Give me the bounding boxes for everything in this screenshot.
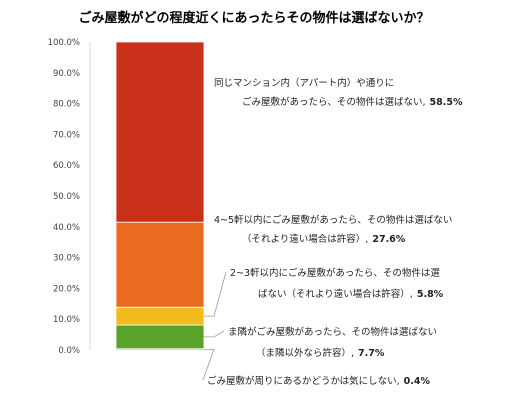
y-tick-label: 90.0% [53,69,80,79]
data-label-text: （それより遠い場合は許容）, [242,233,368,245]
data-label-text: 2~3軒以内にごみ屋敷があったら、その物件は選 [230,267,440,279]
y-tick-label: 100.0% [48,38,80,48]
data-label-value: 27.6% [372,234,405,245]
data-label-text: ま隣がごみ屋敷があったら、その物件は選ばない [228,326,437,338]
data-label-text: ごみ屋敷が周りにあるかどうかは気にしない, [207,375,400,387]
leader-line [204,330,225,338]
y-tick-label: 60.0% [53,161,80,171]
data-label-text: （ま隣以外なら許容）, [256,347,354,359]
bar-segments [115,41,205,351]
data-label-value: 58.5% [430,97,463,108]
y-tick-label: 30.0% [53,254,80,264]
bar-segment [115,306,205,326]
data-labels: ごみ屋敷が周りにあるかどうかは気にしない, 0.4% ま隣がごみ屋敷があったら、その… [202,77,463,387]
y-axis-ticks: 0.0% 10.0% 20.0% 30.0% 40.0% 50.0% 60.0% 70.0% 8… [48,38,80,356]
bar-segment [115,221,205,308]
data-label-value: 5.8% [417,289,444,300]
data-label-text: 同じマンション内（アパート内）や通りに [214,77,394,89]
leader-line [204,271,227,317]
y-tick-label: 70.0% [53,130,80,140]
bar-segment [115,324,205,350]
data-label-text: 4~5軒以内にごみ屋敷があったら、その物件は選ばない [214,214,452,226]
y-tick-label: 50.0% [53,192,80,202]
data-label-text: ばない（それより遠い場合は許容）, [258,288,413,300]
y-tick-label: 0.0% [58,346,80,356]
y-tick-label: 10.0% [53,315,80,325]
data-label-value: 7.7% [358,348,385,359]
chart-title: ごみ屋敷がどの程度近くにあったらその物件は選ばないか？ [78,10,429,26]
y-tick-label: 80.0% [53,100,80,110]
data-label-value: 0.4% [404,376,431,387]
leader-line [202,348,215,381]
y-tick-label: 20.0% [53,284,80,294]
bar-segment [115,41,205,223]
y-tick-label: 40.0% [53,223,80,233]
data-label-text: ごみ屋敷があったら、その物件は選ばない, [242,96,426,108]
